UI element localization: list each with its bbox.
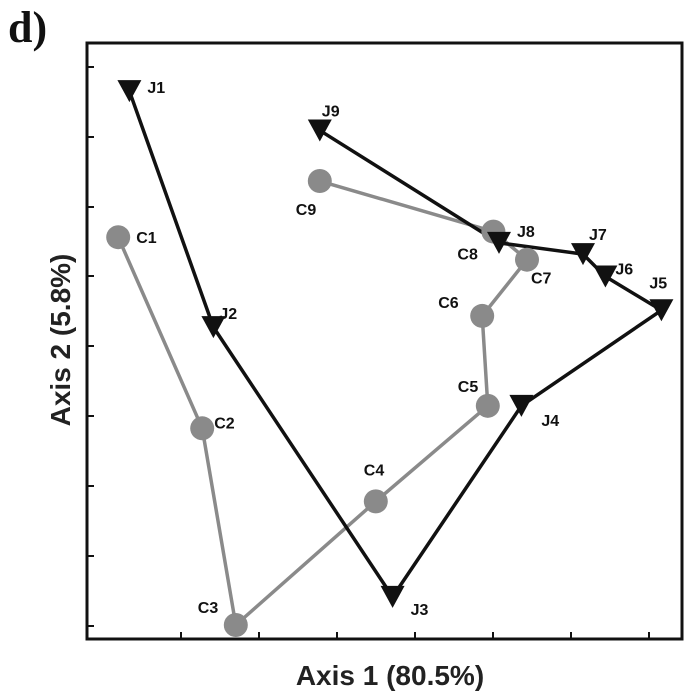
point-c6: [470, 303, 495, 328]
point-c4: [363, 489, 388, 514]
label-c6: C6: [438, 295, 459, 312]
label-c3: C3: [198, 600, 219, 617]
point-c5: [475, 393, 500, 418]
label-c9: C9: [296, 202, 317, 219]
point-j9: [307, 119, 332, 142]
label-j4: J4: [541, 413, 559, 430]
label-c7: C7: [531, 271, 552, 288]
point-j6: [593, 265, 618, 288]
label-c1: C1: [136, 230, 157, 247]
point-j1: [117, 80, 142, 103]
plot-frame: [85, 41, 684, 641]
axis-ticks: [87, 66, 650, 639]
label-j1: J1: [147, 80, 165, 97]
point-j4: [509, 394, 534, 417]
label-c4: C4: [364, 462, 385, 479]
x-axis-label: Axis 1 (80.5%): [296, 660, 484, 691]
point-j3: [380, 585, 405, 608]
point-c9: [307, 169, 332, 194]
label-j8: J8: [517, 224, 535, 241]
label-c2: C2: [214, 415, 235, 432]
label-j3: J3: [411, 602, 429, 619]
point-j7: [571, 243, 595, 266]
label-j5: J5: [649, 275, 667, 292]
series-marks: [106, 80, 674, 637]
label-c5: C5: [458, 379, 479, 396]
point-c7: [515, 247, 539, 272]
point-c3: [223, 613, 248, 637]
point-labels: C1 C2 C3 C4 C5 C6 C7 C8 C9 J1 J2 J3 J4 J5 J6 J7 J8 J9: [136, 80, 667, 619]
label-j2: J2: [219, 306, 237, 323]
point-c2: [190, 416, 215, 441]
panel-label: d): [8, 3, 48, 52]
label-j7: J7: [589, 227, 607, 244]
series-lines: [116, 90, 664, 627]
label-j9: J9: [322, 103, 340, 120]
label-c8: C8: [457, 247, 478, 264]
point-j5: [649, 299, 674, 322]
point-c1: [106, 225, 131, 250]
y-axis-label: Axis 2 (5.8%): [45, 254, 76, 427]
point-j8: [487, 231, 511, 254]
point-j2: [201, 316, 226, 339]
label-j6: J6: [615, 262, 633, 279]
series-line-j: [127, 90, 664, 599]
